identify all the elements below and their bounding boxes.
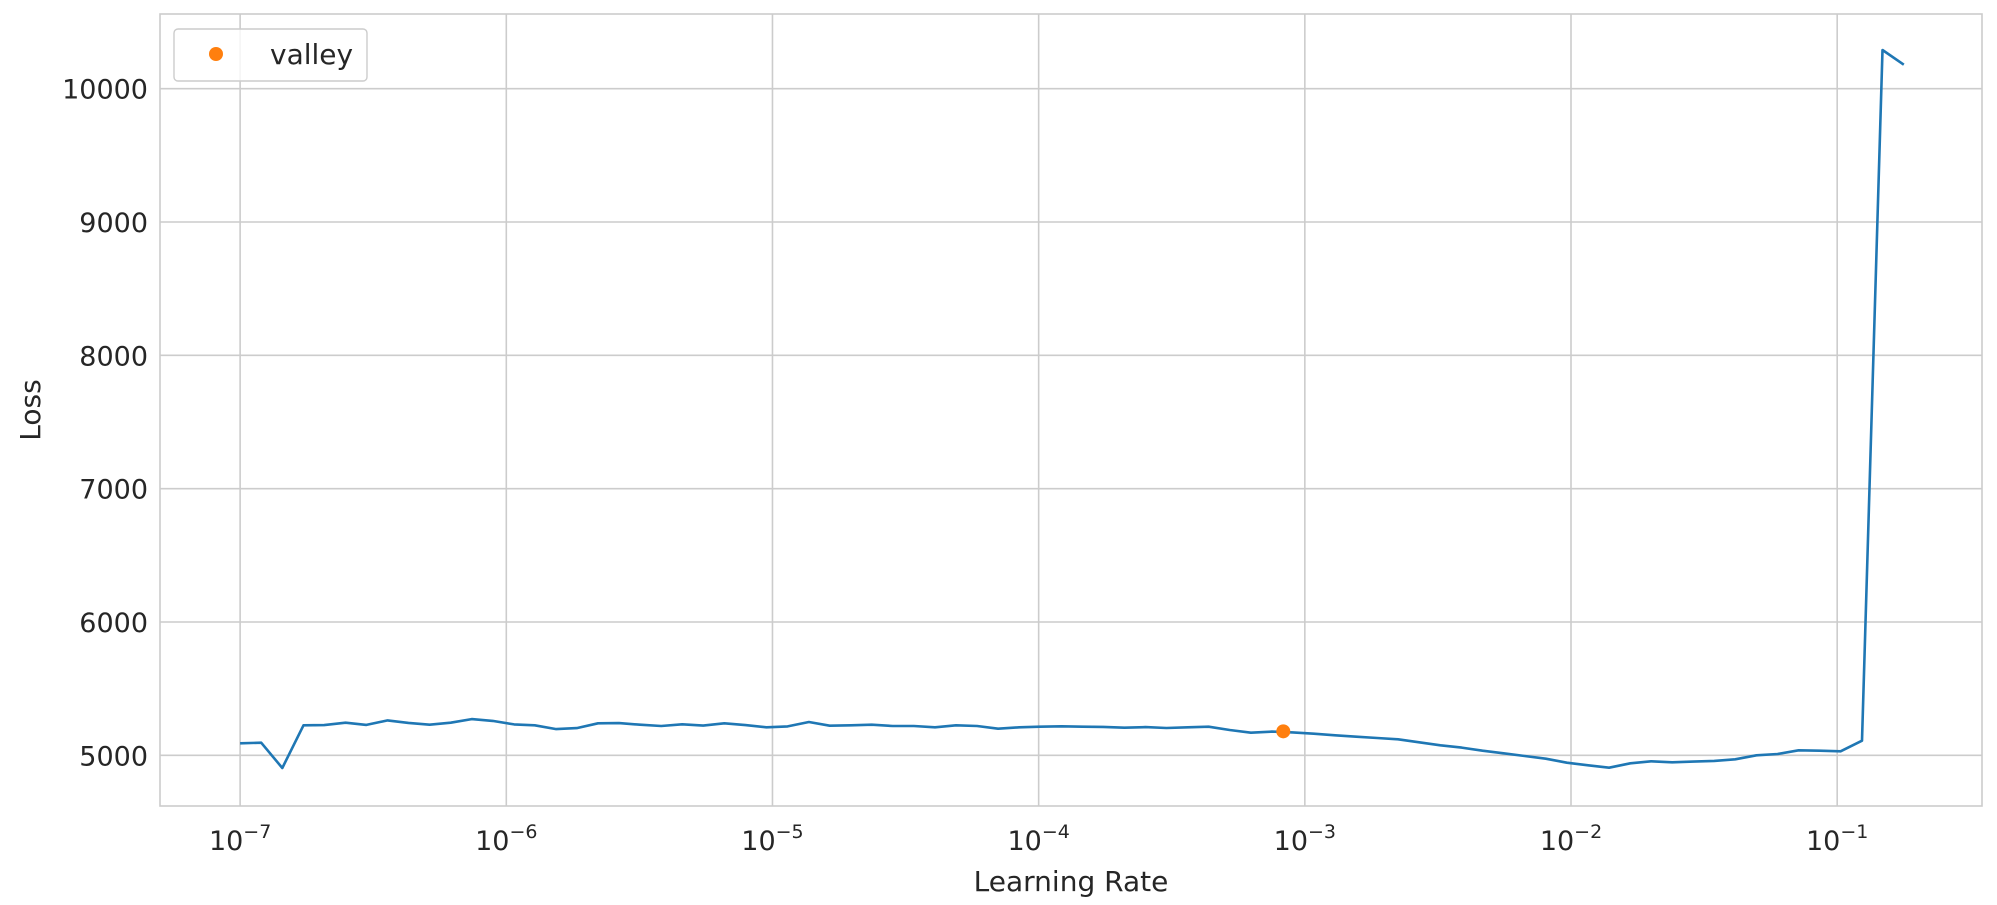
legend-label-valley: valley	[270, 38, 353, 71]
y-gridlines	[160, 87, 1982, 757]
series-layer	[240, 48, 1905, 770]
x-axis-label: Learning Rate	[974, 865, 1169, 898]
x-tick-label: 10−1	[1806, 821, 1868, 857]
x-tick-label: 10−2	[1540, 821, 1602, 857]
y-tick-label: 10000	[62, 75, 148, 106]
valley-point	[1276, 724, 1291, 739]
x-tick-label: 10−5	[741, 821, 803, 857]
y-tick-label: 5000	[79, 741, 148, 772]
y-tick-label: 6000	[79, 608, 148, 639]
y-tick-label: 8000	[79, 341, 148, 372]
y-axis-label: Loss	[14, 379, 47, 440]
x-tick-label: 10−3	[1274, 821, 1336, 857]
y-tick-label: 7000	[79, 475, 148, 506]
x-tick-label: 10−4	[1007, 821, 1069, 857]
loss-series-line	[240, 48, 1905, 770]
legend-marker-valley	[209, 47, 223, 61]
x-tick-label: 10−6	[475, 821, 537, 857]
x-tick-labels: 10−7 10−6 10−5 10−4 10−3 10−2 10−1	[209, 821, 1868, 857]
x-tick-label: 10−7	[209, 821, 271, 857]
plot-frame	[159, 13, 1983, 807]
legend-box	[173, 28, 368, 82]
x-gridlines	[239, 14, 1838, 806]
y-tick-labels: 5000 6000 7000 8000 9000 10000	[62, 75, 148, 773]
y-tick-label: 9000	[79, 208, 148, 239]
legend: valley	[173, 28, 368, 82]
